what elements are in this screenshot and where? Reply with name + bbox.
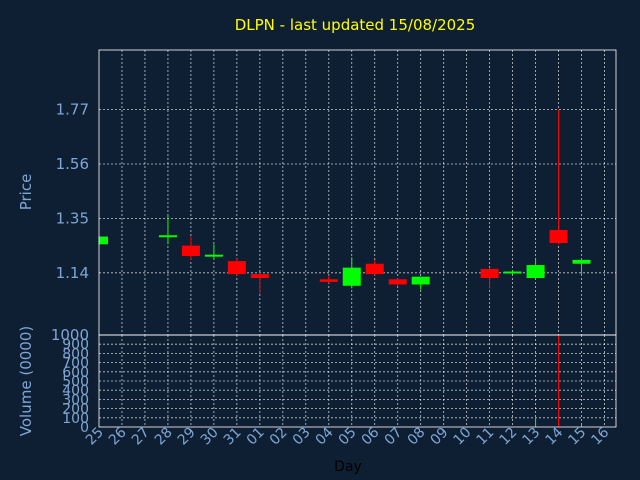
candle-body (181, 245, 200, 256)
volume-tick-label: 600 (62, 365, 89, 381)
volume-tick-label: 700 (62, 356, 89, 372)
volume-axis-label: Volume (0000) (17, 326, 35, 436)
day-tick-label: 10 (451, 425, 475, 449)
day-tick-label: 03 (290, 425, 314, 449)
candle-body (572, 259, 591, 264)
price-plot-frame (98, 49, 617, 336)
day-tick-label: 14 (542, 424, 566, 448)
day-tick-label: 30 (198, 425, 222, 449)
day-tick-label: 01 (244, 425, 268, 449)
volume-bars (535, 335, 583, 427)
candle-28 (158, 215, 177, 245)
day-tick-label: 15 (565, 425, 589, 449)
volume-tick-label: 800 (62, 346, 89, 362)
day-tick-label: 31 (221, 425, 245, 449)
volume-tick-label: 300 (62, 392, 89, 408)
candle-body (388, 279, 407, 285)
candle-25 (98, 236, 108, 245)
day-tick-label: 29 (175, 425, 199, 449)
day-tick-label: 12 (497, 425, 521, 449)
volume-gridlines (99, 335, 616, 427)
candle-30 (204, 244, 223, 260)
candle-body (158, 235, 177, 238)
day-tick-label: 06 (359, 424, 383, 448)
candle-15 (572, 258, 591, 276)
candle-01 (250, 272, 269, 294)
candle-body (204, 254, 223, 257)
candle-body (342, 267, 361, 286)
candle-body (503, 271, 522, 274)
day-tick-label: 07 (382, 425, 406, 449)
candle-body (526, 265, 545, 278)
day-tick-label: 09 (428, 425, 452, 449)
candle-31 (227, 258, 246, 276)
volume-tick-label: 400 (62, 383, 89, 399)
price-tick-label: 1.56 (56, 155, 89, 173)
candle-body (480, 268, 499, 278)
price-candles (98, 109, 591, 294)
candle-body (250, 274, 269, 278)
day-tick-label: 05 (336, 425, 360, 449)
candle-body (99, 236, 108, 245)
candle-11 (480, 267, 499, 289)
candle-body (365, 263, 384, 275)
day-axis-label: Day (334, 459, 362, 475)
day-tick-label: 26 (106, 424, 130, 448)
price-tick-label: 1.35 (56, 209, 89, 227)
volume-tick-label: 200 (62, 402, 89, 418)
candle-05 (342, 257, 361, 289)
day-tick-label: 27 (129, 425, 153, 449)
price-axis-ticks: 1.14 1.35 1.56 1.77 (56, 101, 89, 282)
volume-plot-frame (98, 334, 617, 428)
day-tick-label: 02 (267, 425, 291, 449)
candle-12 (503, 270, 522, 275)
price-tick-label: 1.77 (56, 101, 89, 119)
volume-top-tick-label: 1000 (51, 326, 89, 344)
price-gridlines (99, 50, 616, 335)
candle-04 (319, 275, 338, 284)
volume-tick-label: 500 (62, 374, 89, 390)
price-tick-label: 1.14 (56, 264, 89, 282)
day-tick-label: 11 (474, 425, 498, 449)
chart-title: DLPN - last updated 15/08/2025 (235, 16, 476, 34)
day-axis-ticks: 25 26 27 28 29 30 31 01 02 03 04 05 06 07 08 09 10 11 12 13… (83, 424, 612, 448)
volume-tick-label: 0 (80, 420, 89, 436)
candle-body (411, 276, 430, 285)
candle-14 (549, 109, 568, 245)
day-tick-label: 16 (588, 424, 612, 448)
day-tick-label: 08 (405, 425, 429, 449)
candle-06 (365, 259, 384, 276)
price-axis-label: Price (17, 174, 35, 211)
volume-tick-label: 900 (62, 337, 89, 353)
candle-13 (526, 258, 545, 280)
day-tick-label: 13 (519, 425, 543, 449)
day-tick-label: 28 (152, 425, 176, 449)
candle-body (319, 279, 338, 282)
day-tick-label: 04 (313, 424, 337, 448)
candle-07 (388, 278, 407, 286)
volume-tick-label: 100 (62, 411, 89, 427)
candle-29 (181, 236, 200, 260)
candle-08 (411, 276, 430, 290)
candle-body (227, 261, 246, 275)
candle-body (549, 230, 568, 244)
